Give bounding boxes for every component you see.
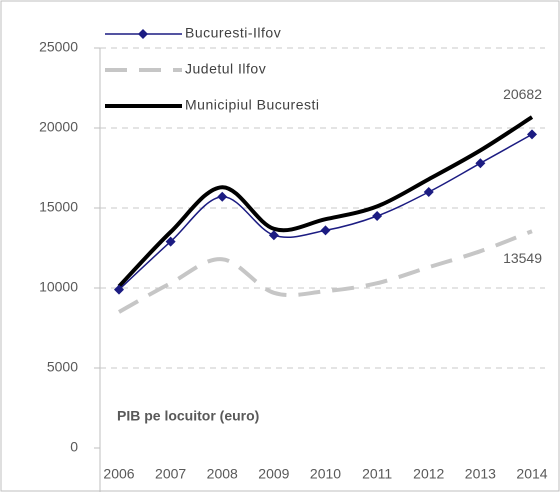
legend-label: Bucuresti-Ilfov	[185, 25, 281, 41]
legend-label: Municipiul Bucuresti	[185, 97, 320, 113]
x-tick-label: 2007	[155, 466, 186, 482]
x-tick-label: 2009	[258, 466, 289, 482]
x-tick-label: 2006	[103, 466, 134, 482]
y-tick-label: 0	[70, 439, 78, 455]
legend-marker	[138, 29, 148, 39]
x-tick-label: 2011	[362, 466, 392, 482]
y-tick-label: 15000	[39, 199, 78, 215]
x-tick-label: 2014	[516, 466, 547, 482]
data-label: 13549	[503, 250, 542, 266]
x-tick-label: 2010	[310, 466, 341, 482]
marker	[165, 236, 176, 247]
y-tick-label: 25000	[39, 39, 78, 55]
line	[118, 229, 533, 314]
x-tick-label: 2008	[207, 466, 238, 482]
marker	[268, 230, 279, 241]
marker	[423, 187, 434, 197]
marker	[217, 191, 228, 202]
y-tick-label: 20000	[39, 119, 78, 135]
marker	[114, 284, 124, 295]
annotation: PIB pe locuitor (euro)	[117, 408, 259, 424]
legend-label: Judetul Ilfov	[185, 61, 266, 77]
marker	[527, 129, 537, 140]
marker	[372, 211, 383, 221]
x-tick-label: 2013	[465, 466, 496, 482]
y-tick-label: 10000	[39, 279, 78, 295]
x-tick-label: 2012	[413, 466, 444, 482]
y-tick-label: 5000	[47, 359, 78, 375]
data-label: 20682	[503, 86, 542, 102]
marker	[475, 158, 486, 169]
line	[117, 115, 534, 288]
marker	[320, 225, 331, 236]
